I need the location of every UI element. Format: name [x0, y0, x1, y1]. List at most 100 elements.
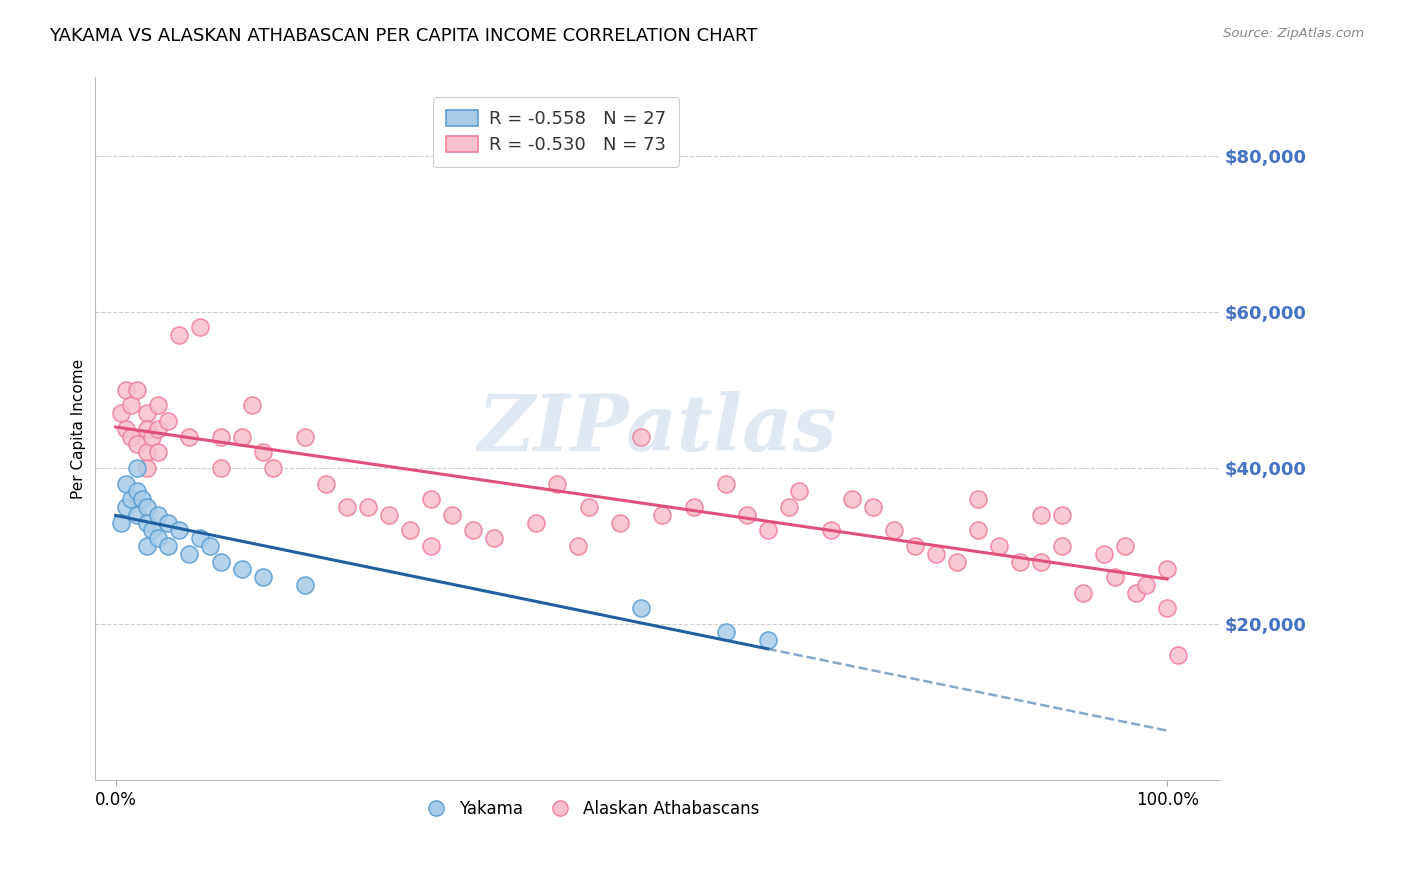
Point: [714, 476, 737, 491]
Point: [1008, 555, 1031, 569]
Point: [209, 555, 232, 569]
Point: [1135, 578, 1157, 592]
Point: [179, 547, 201, 561]
Point: [252, 570, 274, 584]
Point: [200, 539, 222, 553]
Point: [141, 430, 163, 444]
Point: [136, 461, 159, 475]
Point: [146, 531, 169, 545]
Point: [1167, 648, 1189, 663]
Point: [378, 508, 401, 522]
Point: [115, 476, 138, 491]
Point: [1050, 539, 1073, 553]
Point: [756, 632, 779, 647]
Point: [883, 524, 905, 538]
Point: [683, 500, 706, 514]
Point: [125, 437, 148, 451]
Point: [987, 539, 1010, 553]
Point: [157, 414, 180, 428]
Point: [946, 555, 969, 569]
Point: [1114, 539, 1136, 553]
Point: [146, 508, 169, 522]
Point: [146, 445, 169, 459]
Point: [252, 445, 274, 459]
Text: Source: ZipAtlas.com: Source: ZipAtlas.com: [1223, 27, 1364, 40]
Point: [630, 430, 652, 444]
Point: [820, 524, 842, 538]
Point: [136, 445, 159, 459]
Point: [157, 516, 180, 530]
Point: [294, 430, 316, 444]
Point: [630, 601, 652, 615]
Point: [420, 539, 443, 553]
Point: [1050, 508, 1073, 522]
Point: [482, 531, 505, 545]
Legend: Yakama, Alaskan Athabascans: Yakama, Alaskan Athabascans: [413, 793, 766, 825]
Point: [862, 500, 884, 514]
Point: [231, 562, 253, 576]
Point: [399, 524, 422, 538]
Point: [841, 492, 863, 507]
Point: [294, 578, 316, 592]
Point: [904, 539, 927, 553]
Point: [1125, 586, 1147, 600]
Point: [120, 430, 142, 444]
Point: [110, 516, 132, 530]
Point: [925, 547, 948, 561]
Point: [188, 320, 211, 334]
Point: [1156, 562, 1178, 576]
Point: [420, 492, 443, 507]
Point: [167, 524, 190, 538]
Point: [115, 500, 138, 514]
Point: [188, 531, 211, 545]
Point: [146, 422, 169, 436]
Text: YAKAMA VS ALASKAN ATHABASCAN PER CAPITA INCOME CORRELATION CHART: YAKAMA VS ALASKAN ATHABASCAN PER CAPITA …: [49, 27, 758, 45]
Point: [1029, 555, 1052, 569]
Point: [714, 624, 737, 639]
Point: [756, 524, 779, 538]
Point: [146, 399, 169, 413]
Point: [1156, 601, 1178, 615]
Point: [1104, 570, 1126, 584]
Point: [336, 500, 359, 514]
Point: [1029, 508, 1052, 522]
Point: [136, 516, 159, 530]
Point: [120, 399, 142, 413]
Point: [125, 508, 148, 522]
Point: [231, 430, 253, 444]
Point: [609, 516, 631, 530]
Point: [125, 484, 148, 499]
Point: [120, 492, 142, 507]
Point: [787, 484, 810, 499]
Point: [179, 430, 201, 444]
Point: [136, 539, 159, 553]
Point: [735, 508, 758, 522]
Point: [967, 492, 990, 507]
Point: [567, 539, 589, 553]
Point: [110, 406, 132, 420]
Point: [651, 508, 673, 522]
Point: [357, 500, 380, 514]
Point: [441, 508, 464, 522]
Point: [136, 500, 159, 514]
Point: [262, 461, 284, 475]
Point: [115, 422, 138, 436]
Text: ZIPatlas: ZIPatlas: [478, 391, 837, 467]
Point: [209, 430, 232, 444]
Point: [578, 500, 600, 514]
Point: [209, 461, 232, 475]
Point: [125, 383, 148, 397]
Point: [546, 476, 568, 491]
Point: [125, 461, 148, 475]
Point: [136, 422, 159, 436]
Point: [131, 492, 153, 507]
Point: [157, 539, 180, 553]
Point: [967, 524, 990, 538]
Point: [136, 406, 159, 420]
Point: [1071, 586, 1094, 600]
Point: [778, 500, 800, 514]
Point: [315, 476, 337, 491]
Point: [167, 328, 190, 343]
Point: [1092, 547, 1115, 561]
Point: [141, 524, 163, 538]
